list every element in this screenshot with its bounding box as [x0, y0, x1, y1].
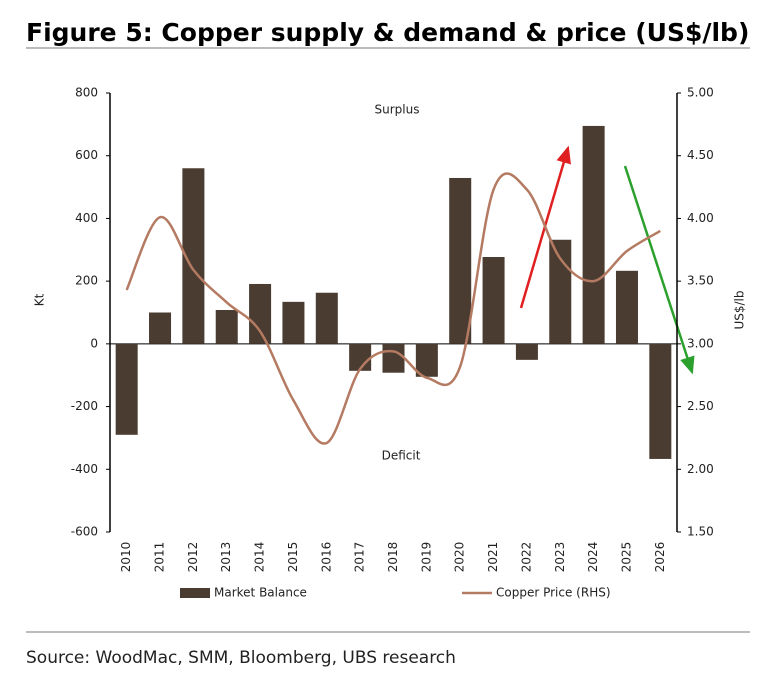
- x-tick-label: 2015: [286, 542, 300, 573]
- bar: [515, 343, 538, 360]
- bar: [249, 283, 272, 344]
- annotation: Surplus: [375, 103, 420, 117]
- bar: [449, 177, 472, 344]
- bar: [582, 125, 605, 344]
- bar: [482, 256, 505, 344]
- x-tick-label: 2020: [453, 542, 467, 573]
- x-tick-label: 2014: [253, 542, 267, 573]
- x-tick-label: 2024: [586, 542, 600, 573]
- x-tick-label: 2021: [486, 542, 500, 573]
- x-tick-label: 2013: [219, 542, 233, 573]
- bar: [649, 343, 672, 459]
- annotation: Deficit: [382, 449, 421, 463]
- legend-label: Copper Price (RHS): [496, 586, 611, 600]
- y-tick-label: 600: [75, 148, 98, 162]
- x-tick-label: 2017: [353, 542, 367, 573]
- bar: [415, 343, 438, 377]
- x-tick-label: 2019: [419, 542, 433, 573]
- y2-axis-label: US$/lb: [733, 290, 747, 329]
- y-tick-label: -600: [71, 525, 98, 539]
- y2-tick-label: 4.00: [687, 211, 714, 225]
- bar: [382, 343, 405, 373]
- x-tick-label: 2023: [553, 542, 567, 573]
- bar: [149, 312, 172, 344]
- legend-label: Market Balance: [214, 586, 307, 600]
- y2-tick-label: 2.50: [687, 399, 714, 413]
- bar: [349, 343, 372, 371]
- y-tick-label: 0: [90, 336, 98, 350]
- x-tick-label: 2012: [186, 542, 200, 573]
- y-tick-label: 800: [75, 86, 98, 100]
- bar: [215, 309, 238, 344]
- y-tick-label: 400: [75, 211, 98, 225]
- bar: [549, 239, 572, 344]
- legend-swatch: [180, 588, 210, 598]
- y2-tick-label: 5.00: [687, 86, 714, 100]
- price-line: [125, 172, 661, 445]
- y-tick-label: -200: [71, 399, 98, 413]
- bar: [315, 292, 338, 344]
- arrow: [623, 165, 695, 375]
- y-tick-label: 200: [75, 274, 98, 288]
- x-tick-label: 2026: [653, 542, 667, 573]
- x-tick-label: 2025: [619, 542, 633, 573]
- y2-tick-label: 3.00: [687, 336, 714, 350]
- x-tick-label: 2016: [319, 542, 333, 573]
- y-tick-label: -400: [71, 462, 98, 476]
- y2-tick-label: 3.50: [687, 274, 714, 288]
- y2-tick-label: 4.50: [687, 148, 714, 162]
- x-tick-label: 2010: [119, 542, 133, 573]
- y-axis-label: Kt: [33, 293, 47, 306]
- bar: [615, 270, 638, 344]
- x-tick-label: 2011: [153, 542, 167, 573]
- y2-tick-label: 2.00: [687, 462, 714, 476]
- bar: [282, 301, 305, 344]
- bar: [182, 168, 205, 344]
- bar: [115, 343, 138, 435]
- x-tick-label: 2022: [519, 542, 533, 573]
- x-tick-label: 2018: [386, 542, 400, 573]
- y2-tick-label: 1.50: [687, 525, 714, 539]
- chart-title: Figure 5: Copper supply & demand & price…: [26, 18, 749, 47]
- source: Source: WoodMac, SMM, Bloomberg, UBS res…: [26, 648, 456, 668]
